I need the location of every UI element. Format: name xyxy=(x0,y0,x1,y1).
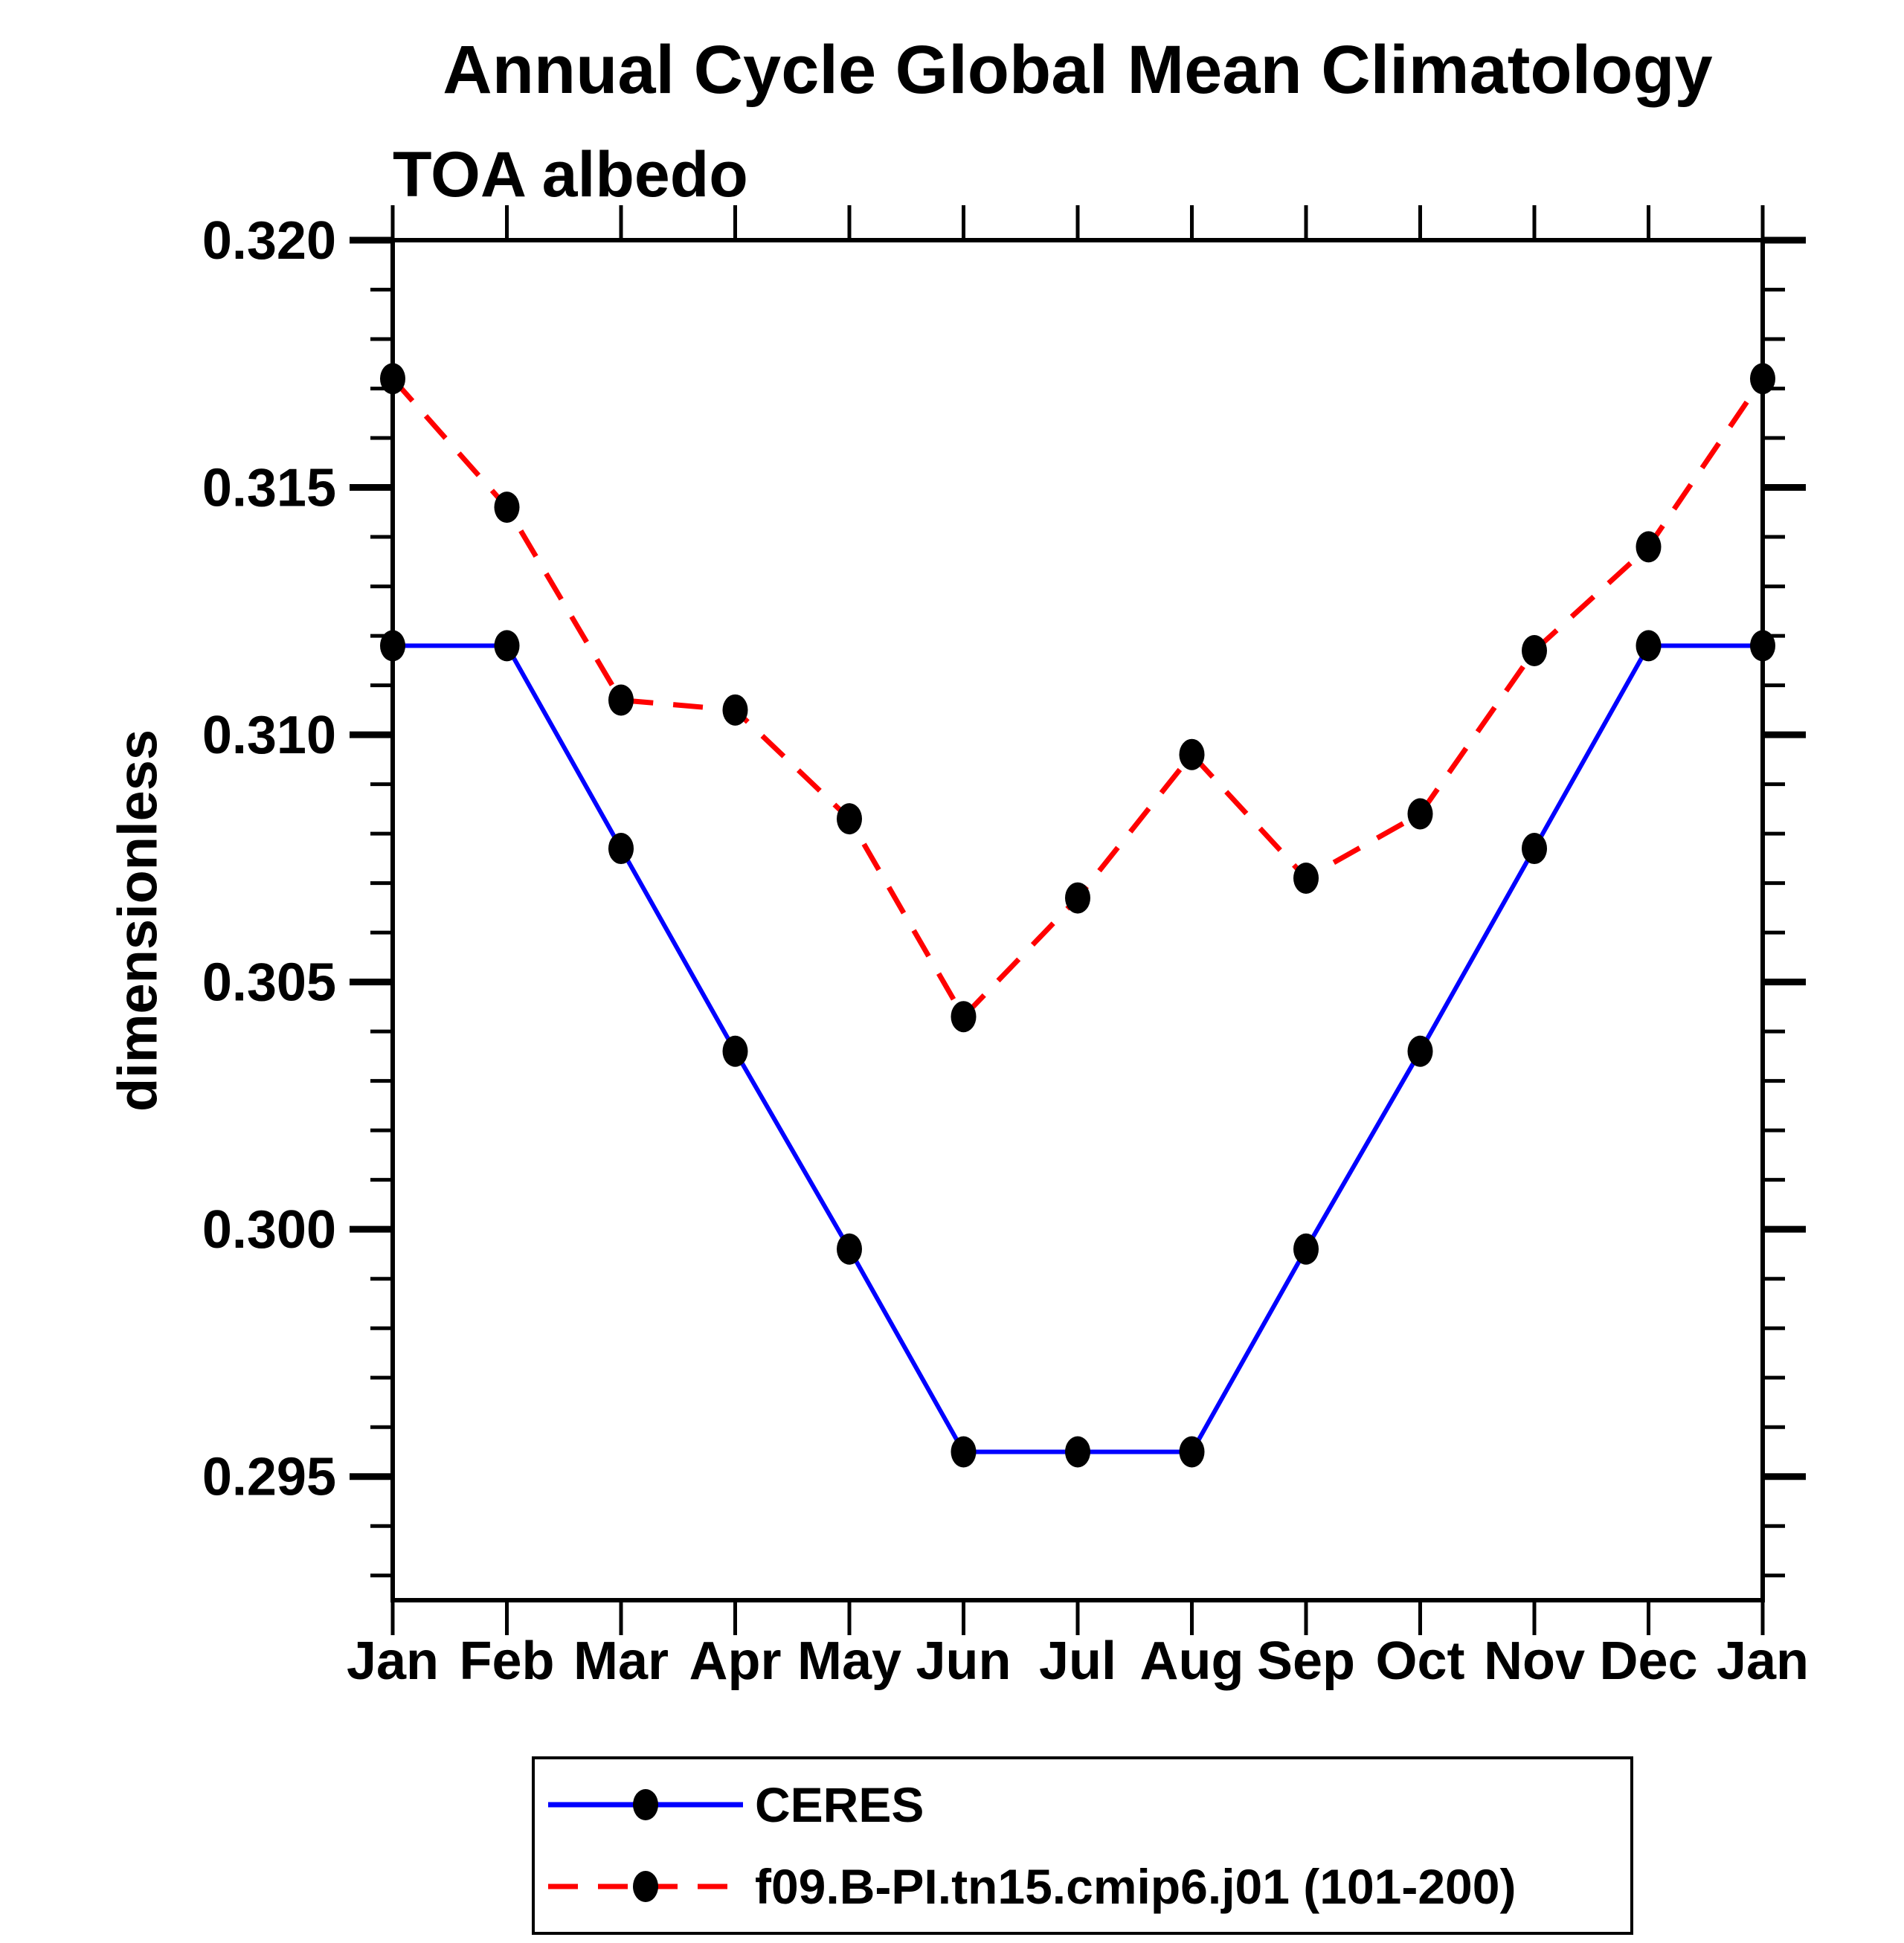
data-point-marker xyxy=(1293,862,1319,894)
x-axis-ticks xyxy=(390,205,1765,1635)
y-axis-tick-labels: 0.295 0.300 0.305 0.310 0.315 0.320 xyxy=(202,211,336,1507)
y-tick-label: 0.315 xyxy=(202,459,336,518)
x-tick-label: May xyxy=(797,1631,901,1691)
y-axis-major-ticks xyxy=(350,236,1806,1480)
legend-label-model: f09.B-PI.tn15.cmip6.j01 (101-200) xyxy=(755,1858,1517,1914)
x-tick-label: Jun xyxy=(916,1631,1011,1691)
data-point-marker xyxy=(1750,363,1775,395)
data-point-marker xyxy=(951,1436,977,1468)
model-series xyxy=(380,363,1775,1033)
data-point-marker xyxy=(1065,1436,1090,1468)
ceres-marker-glyph xyxy=(633,1789,658,1821)
model-marker-glyph xyxy=(633,1870,658,1902)
data-point-marker xyxy=(1522,635,1547,667)
ceres-series xyxy=(380,630,1775,1468)
model-line-sample-icon xyxy=(548,1870,743,1902)
data-point-marker xyxy=(837,1233,862,1265)
legend-item-model: f09.B-PI.tn15.cmip6.j01 (101-200) xyxy=(541,1851,1630,1922)
data-point-marker xyxy=(1636,630,1662,662)
data-point-marker xyxy=(494,630,520,662)
data-point-marker xyxy=(1179,1436,1205,1468)
data-point-marker xyxy=(1522,833,1547,865)
data-point-marker xyxy=(722,694,748,726)
model-line xyxy=(390,376,1765,1021)
legend-box: CERES f09.B-PI.tn15.cmip6.j01 (101-200) xyxy=(532,1756,1633,1935)
x-tick-label: Jul xyxy=(1039,1631,1116,1691)
x-tick-label: Nov xyxy=(1484,1631,1585,1691)
x-tick-label: Aug xyxy=(1140,1631,1244,1691)
data-point-marker xyxy=(380,363,405,395)
y-tick-label: 0.300 xyxy=(202,1200,336,1260)
data-point-marker xyxy=(1293,1233,1319,1265)
data-point-marker xyxy=(1750,630,1775,662)
plot-frame xyxy=(390,238,1765,1602)
ceres-line-sample-icon xyxy=(548,1789,743,1821)
data-point-marker xyxy=(1407,1035,1433,1067)
x-tick-label: Mar xyxy=(573,1631,669,1691)
legend-item-ceres: CERES xyxy=(541,1769,1630,1840)
data-point-marker xyxy=(722,1035,748,1067)
x-tick-label: Feb xyxy=(459,1631,554,1691)
data-point-marker xyxy=(608,684,634,716)
data-point-marker xyxy=(1407,798,1433,830)
data-point-marker xyxy=(1065,882,1090,914)
chart-subtitle: TOA albedo xyxy=(393,139,748,210)
y-tick-label: 0.320 xyxy=(202,211,336,271)
y-tick-label: 0.305 xyxy=(202,953,336,1013)
x-tick-label: Dec xyxy=(1599,1631,1697,1691)
y-axis-minor-ticks xyxy=(370,288,1785,1578)
chart-title: Annual Cycle Global Mean Climatology xyxy=(443,32,1713,108)
x-tick-label: Apr xyxy=(689,1631,782,1691)
x-axis-tick-labels: Jan Feb Mar Apr May Jun Jul Aug Sep Oct Nov Dec Jan xyxy=(347,1631,1809,1691)
x-tick-label: Jan xyxy=(347,1631,439,1691)
x-tick-label: Sep xyxy=(1257,1631,1355,1691)
data-point-marker xyxy=(837,803,862,835)
data-point-marker xyxy=(1636,531,1662,563)
data-point-marker xyxy=(951,1001,977,1033)
x-tick-label: Jan xyxy=(1717,1631,1809,1691)
legend-label-ceres: CERES xyxy=(755,1777,924,1833)
y-tick-label: 0.295 xyxy=(202,1448,336,1507)
data-point-marker xyxy=(1179,738,1205,770)
data-point-marker xyxy=(608,833,634,865)
y-tick-label: 0.310 xyxy=(202,706,336,765)
data-point-marker xyxy=(494,492,520,523)
x-tick-label: Oct xyxy=(1375,1631,1464,1691)
data-point-marker xyxy=(380,630,405,662)
ceres-line xyxy=(393,643,1763,1454)
